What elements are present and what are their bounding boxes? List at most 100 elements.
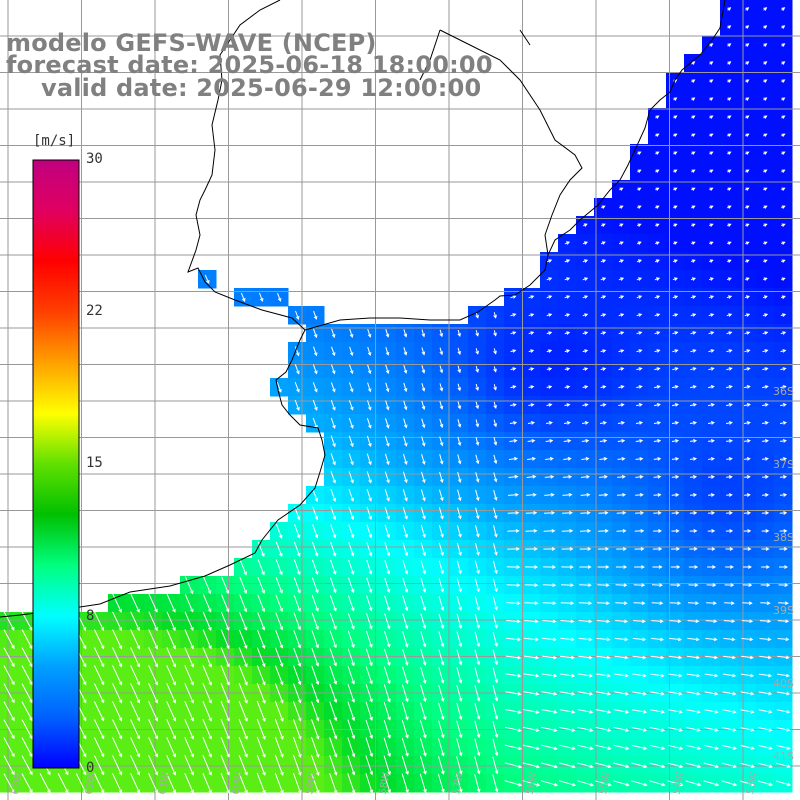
wind-arrow — [667, 762, 683, 768]
wind-arrow — [456, 578, 462, 592]
wind-arrowhead — [781, 115, 786, 119]
longitude-label: 63W — [10, 771, 25, 795]
wind-arrowhead — [763, 169, 768, 173]
wind-arrowhead — [782, 367, 787, 371]
wind-arrow — [438, 738, 444, 756]
wind-arrow — [671, 476, 679, 478]
wind-arrowhead — [441, 752, 445, 757]
wind-arrow — [184, 683, 194, 703]
wind-arrowhead — [641, 601, 646, 606]
wind-arrow — [349, 364, 353, 374]
wind-arrowhead — [405, 716, 409, 721]
wind-arrowhead — [727, 151, 732, 155]
wind-arrowhead — [386, 479, 390, 484]
wind-arrow — [653, 494, 661, 496]
wind-arrow — [238, 701, 248, 721]
wind-arrowhead — [280, 789, 284, 794]
wind-arrowhead — [571, 764, 576, 769]
wind-arrowhead — [625, 728, 630, 732]
wind-arrowhead — [439, 333, 444, 338]
wind-arrow — [348, 506, 354, 520]
wind-arrowhead — [226, 753, 230, 758]
wind-arrowhead — [457, 332, 461, 338]
wind-arrowhead — [584, 367, 589, 371]
wind-arrow — [256, 647, 266, 667]
wind-arrowhead — [29, 699, 33, 704]
wind-arrowhead — [518, 764, 523, 769]
wind-arrowhead — [781, 79, 786, 83]
wind-arrow — [578, 602, 592, 604]
wind-arrowhead — [208, 771, 212, 776]
wind-arrowhead — [172, 789, 176, 794]
wind-arrowhead — [678, 655, 683, 660]
wind-arrow — [704, 709, 718, 713]
wind-arrowhead — [570, 619, 575, 624]
wind-arrowhead — [439, 460, 444, 465]
wind-arrowhead — [349, 370, 354, 375]
wind-arrowhead — [661, 728, 666, 732]
latitude-label: 41S — [773, 750, 794, 763]
wind-arrowhead — [764, 493, 769, 497]
wind-arrow — [220, 737, 230, 757]
wind-arrowhead — [475, 496, 480, 502]
wind-arrow — [439, 471, 443, 483]
wind-arrowhead — [262, 681, 266, 686]
wind-arrowhead — [517, 673, 522, 678]
wind-arrowhead — [82, 699, 87, 704]
wind-arrowhead — [643, 728, 648, 732]
wind-arrow — [220, 719, 230, 739]
wind-arrow — [365, 719, 373, 739]
wind-arrowhead — [710, 457, 715, 461]
wind-arrowhead — [621, 457, 626, 461]
wind-arrow — [366, 542, 372, 556]
wind-arrowhead — [296, 352, 300, 357]
wind-arrowhead — [602, 403, 607, 407]
wind-arrow — [202, 629, 212, 649]
wind-arrow — [367, 382, 371, 392]
wind-arrowhead — [637, 205, 642, 209]
wind-arrow — [384, 471, 390, 483]
wind-arrow — [523, 709, 539, 713]
wind-arrow — [238, 773, 248, 793]
wind-arrow — [723, 637, 735, 641]
wind-arrow — [595, 762, 611, 768]
wind-arrow — [256, 682, 266, 704]
wind-arrowhead — [368, 424, 372, 429]
wind-arrowhead — [643, 746, 648, 750]
wind-arrowhead — [782, 349, 787, 353]
wind-arrowhead — [709, 241, 714, 245]
wind-arrow — [311, 719, 319, 739]
wind-arrow — [456, 560, 462, 574]
wind-arrowhead — [727, 133, 732, 137]
wind-arrowhead — [765, 529, 770, 533]
wind-arrowhead — [349, 388, 354, 393]
wind-arrowhead — [403, 369, 408, 374]
wind-arrowhead — [679, 764, 684, 769]
wind-arrow — [366, 435, 372, 447]
wind-arrow — [505, 691, 521, 695]
wind-arrowhead — [692, 349, 697, 353]
wind-arrow — [366, 559, 372, 575]
wind-arrowhead — [351, 717, 356, 722]
wind-arrow — [330, 471, 336, 483]
map-title-forecast-date: forecast date: 2025-06-18 18:00:00 — [6, 51, 493, 79]
wind-arrow — [401, 684, 409, 702]
wind-arrow — [492, 738, 498, 756]
wind-arrowhead — [709, 223, 714, 227]
wind-arrowhead — [387, 734, 391, 739]
wind-arrow — [311, 701, 319, 721]
wind-arrow — [493, 419, 497, 427]
wind-arrowhead — [601, 241, 606, 245]
wind-arrowhead — [728, 457, 733, 461]
wind-arrow — [385, 364, 389, 374]
wind-arrow — [313, 310, 317, 320]
wind-arrow — [457, 471, 461, 483]
wind-arrow — [492, 596, 498, 610]
wind-arrow — [508, 458, 518, 460]
wind-arrow — [331, 364, 335, 374]
wind-arrowhead — [421, 442, 426, 447]
wind-arrow — [148, 629, 158, 649]
wind-arrowhead — [421, 406, 426, 411]
wind-arrowhead — [728, 313, 733, 317]
wind-arrowhead — [368, 497, 372, 502]
